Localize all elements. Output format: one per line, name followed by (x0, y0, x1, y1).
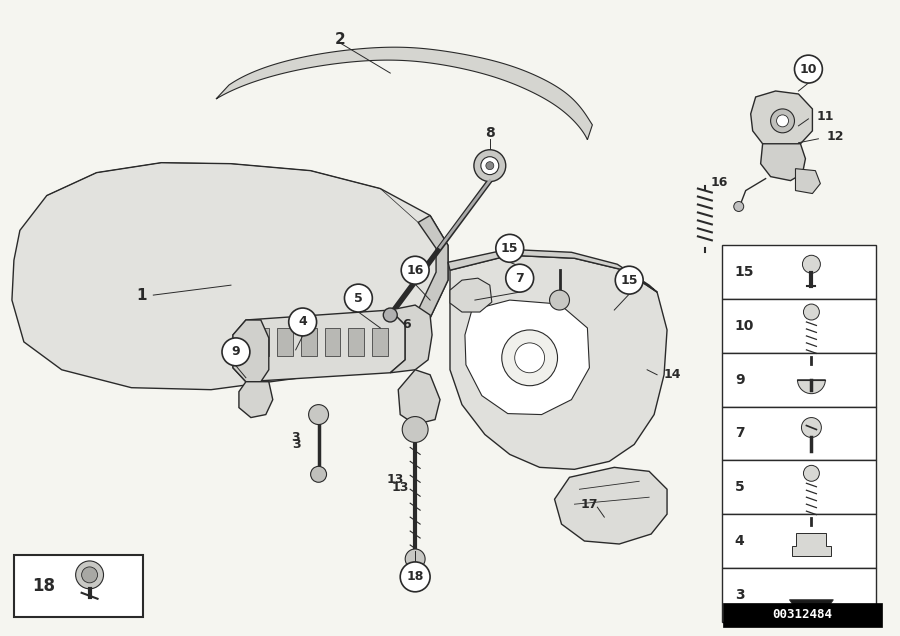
Text: 13: 13 (387, 473, 404, 486)
Circle shape (402, 417, 428, 443)
Bar (722, 406, 876, 460)
Bar (722, 568, 876, 621)
Polygon shape (398, 370, 440, 425)
Polygon shape (238, 382, 273, 418)
Circle shape (310, 466, 327, 482)
Circle shape (481, 156, 499, 175)
Polygon shape (216, 47, 592, 140)
Bar (277, 328, 292, 356)
Circle shape (777, 115, 788, 127)
Circle shape (770, 109, 795, 133)
Text: 18: 18 (407, 570, 424, 583)
Polygon shape (791, 533, 832, 556)
Circle shape (383, 308, 397, 322)
Circle shape (486, 162, 494, 170)
Text: 15: 15 (501, 242, 518, 255)
Polygon shape (233, 310, 405, 382)
Text: 16: 16 (407, 264, 424, 277)
Bar (325, 328, 340, 356)
Text: 7: 7 (734, 427, 744, 441)
Bar (301, 328, 317, 356)
Circle shape (502, 330, 557, 385)
Circle shape (76, 561, 104, 589)
Polygon shape (751, 91, 813, 149)
Text: 7: 7 (516, 272, 524, 285)
Polygon shape (391, 305, 432, 373)
Circle shape (804, 466, 819, 481)
Bar (722, 299, 876, 353)
Polygon shape (448, 249, 657, 292)
Text: 5: 5 (734, 480, 744, 494)
Text: 9: 9 (231, 345, 240, 358)
Bar (14, 555, 143, 617)
Text: 16: 16 (710, 176, 727, 189)
Polygon shape (554, 467, 667, 544)
Bar (253, 328, 269, 356)
Circle shape (802, 418, 822, 438)
Circle shape (550, 290, 570, 310)
Text: 8: 8 (485, 126, 495, 140)
Text: 1: 1 (136, 287, 147, 303)
Text: 00312484: 00312484 (772, 608, 832, 621)
Circle shape (222, 338, 250, 366)
Text: 15: 15 (620, 273, 638, 287)
Circle shape (803, 255, 821, 273)
Circle shape (515, 343, 544, 373)
Text: 15: 15 (734, 265, 754, 279)
Polygon shape (233, 320, 269, 382)
Text: 10: 10 (734, 319, 754, 333)
Text: 13: 13 (392, 481, 409, 494)
Text: 12: 12 (826, 130, 844, 143)
Text: 14: 14 (664, 368, 681, 381)
Circle shape (345, 284, 373, 312)
Circle shape (506, 264, 534, 292)
Circle shape (309, 404, 328, 425)
Circle shape (474, 149, 506, 182)
Circle shape (401, 256, 429, 284)
Bar (722, 353, 876, 406)
Bar (722, 514, 876, 568)
Polygon shape (796, 169, 821, 193)
Text: 10: 10 (800, 62, 817, 76)
Text: 3: 3 (734, 588, 744, 602)
Bar (348, 328, 364, 356)
Circle shape (804, 304, 819, 320)
Polygon shape (450, 255, 667, 469)
Text: 5: 5 (354, 291, 363, 305)
Circle shape (82, 567, 97, 583)
Text: 4: 4 (298, 315, 307, 328)
Bar (723, 603, 882, 626)
Text: 6: 6 (402, 319, 410, 331)
Bar (373, 328, 388, 356)
Polygon shape (789, 600, 833, 610)
Circle shape (400, 562, 430, 592)
Circle shape (289, 308, 317, 336)
Wedge shape (797, 380, 825, 394)
Circle shape (616, 266, 644, 294)
Text: 9: 9 (734, 373, 744, 387)
Bar (722, 460, 876, 514)
Polygon shape (418, 216, 448, 318)
Polygon shape (760, 144, 806, 181)
Bar (722, 245, 876, 299)
Text: 2: 2 (335, 32, 346, 46)
Circle shape (496, 235, 524, 262)
Circle shape (795, 55, 823, 83)
Polygon shape (450, 278, 491, 312)
Polygon shape (12, 163, 448, 390)
Text: 3: 3 (292, 431, 300, 444)
Text: 17: 17 (580, 498, 598, 511)
Text: 3: 3 (292, 438, 301, 451)
Text: 11: 11 (816, 111, 834, 123)
Circle shape (734, 202, 743, 211)
Circle shape (405, 549, 425, 569)
Text: 4: 4 (734, 534, 744, 548)
Text: 18: 18 (32, 577, 55, 595)
Polygon shape (465, 300, 590, 415)
